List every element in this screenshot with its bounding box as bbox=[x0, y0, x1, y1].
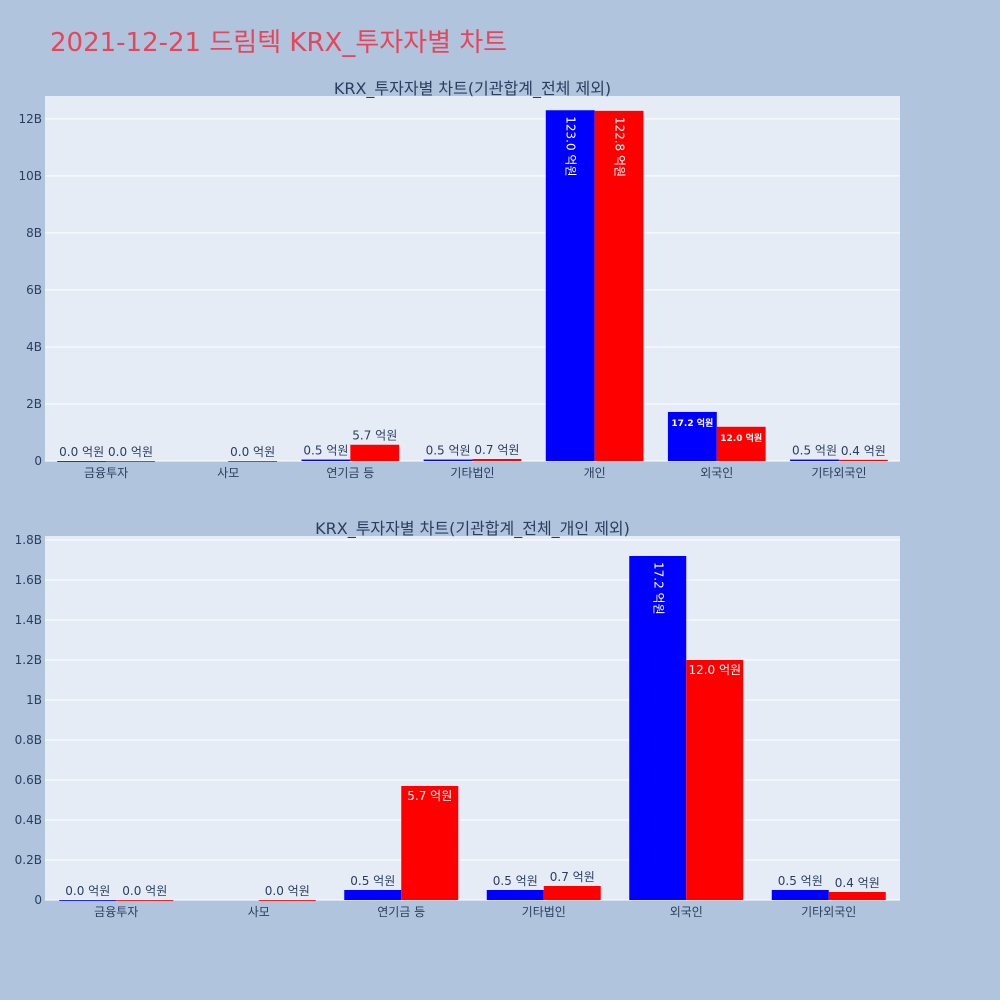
y-tick-label: 1.6B bbox=[15, 573, 42, 587]
bar bbox=[344, 890, 402, 900]
plot-area bbox=[45, 536, 900, 900]
data-label: 0.0 억원 bbox=[230, 445, 275, 459]
bar bbox=[667, 411, 717, 461]
page-title: 2021-12-21 드림텍 KRX_투자자별 차트 bbox=[50, 28, 508, 58]
y-tick-label: 10B bbox=[18, 169, 42, 183]
bar bbox=[828, 892, 886, 900]
data-label: 0.7 억원 bbox=[474, 443, 519, 457]
data-label: 0.7 억원 bbox=[550, 870, 595, 884]
x-tick-label: 개인 bbox=[584, 466, 606, 480]
x-tick-label: 사모 bbox=[248, 905, 270, 919]
bar bbox=[401, 786, 459, 900]
x-tick-label: 외국인 bbox=[700, 466, 733, 480]
x-tick-label: 금융투자 bbox=[84, 466, 128, 480]
bar bbox=[350, 444, 400, 461]
bar bbox=[116, 900, 174, 901]
x-tick-label: 기타외국인 bbox=[801, 905, 856, 919]
y-tick-label: 6B bbox=[26, 283, 42, 297]
data-label: 0.5 억원 bbox=[303, 444, 348, 458]
data-label: 0.0 억원 bbox=[59, 445, 104, 459]
bar bbox=[472, 459, 522, 461]
data-label: 5.7 억원 bbox=[407, 789, 452, 803]
data-label: 17.2 억원 bbox=[651, 562, 665, 615]
investor-chart-excl-individual: 0 0.2B 0.4B 0.6B 0.8B 1B 1.2B 1.4B 1.6B 1.8B KRX_투… bbox=[15, 519, 900, 919]
data-label: 0.5 억원 bbox=[350, 874, 395, 888]
chart-title: KRX_투자자별 차트(기관합계_전체_개인 제외) bbox=[315, 519, 630, 539]
y-tick-label: 1.8B bbox=[15, 533, 42, 547]
bar bbox=[545, 110, 595, 461]
data-label: 123.0 억원 bbox=[564, 116, 578, 176]
bar bbox=[771, 890, 829, 900]
x-tick-label: 기타법인 bbox=[522, 905, 566, 919]
x-tick-label: 금융투자 bbox=[94, 905, 138, 919]
y-tick-label: 0 bbox=[34, 893, 42, 907]
y-tick-label: 0 bbox=[34, 454, 42, 468]
bar bbox=[686, 660, 744, 900]
data-label: 0.4 억원 bbox=[835, 876, 880, 890]
data-label: 0.0 억원 bbox=[108, 445, 153, 459]
bar bbox=[716, 426, 766, 461]
bar bbox=[486, 890, 544, 900]
y-tick-label: 0.2B bbox=[15, 853, 42, 867]
data-label: 0.5 억원 bbox=[778, 874, 823, 888]
data-label: 12.0 억원 bbox=[688, 663, 741, 677]
data-label: 0.0 억원 bbox=[265, 884, 310, 898]
investor-chart-total: 0 2B 4B 6B 8B 10B 12B KRX_투자자별 차트(기관합계_전체 제외) 금융… bbox=[18, 79, 900, 480]
data-label: 5.7 억원 bbox=[352, 429, 397, 443]
data-label: 122.8 억원 bbox=[613, 117, 627, 177]
x-tick-label: 기타외국인 bbox=[811, 466, 866, 480]
bar bbox=[629, 556, 687, 900]
bar bbox=[301, 459, 351, 461]
data-label: 0.5 억원 bbox=[792, 444, 837, 458]
data-label: 12.0 억원 bbox=[720, 432, 762, 444]
y-tick-label: 0.8B bbox=[15, 733, 42, 747]
y-tick-label: 1.4B bbox=[15, 613, 42, 627]
data-label: 17.2 억원 bbox=[671, 417, 713, 429]
y-tick-label: 2B bbox=[26, 397, 42, 411]
x-tick-label: 연기금 등 bbox=[326, 466, 374, 480]
y-tick-label: 4B bbox=[26, 340, 42, 354]
bar bbox=[838, 459, 888, 461]
bar bbox=[57, 461, 107, 462]
bar bbox=[790, 459, 839, 461]
data-label: 0.5 억원 bbox=[426, 444, 471, 458]
x-tick-label: 기타법인 bbox=[450, 466, 494, 480]
bar bbox=[228, 461, 278, 462]
bar bbox=[258, 900, 316, 901]
x-tick-label: 사모 bbox=[217, 466, 239, 480]
y-tick-label: 1B bbox=[26, 693, 42, 707]
bar bbox=[423, 459, 473, 461]
data-label: 0.0 억원 bbox=[122, 884, 167, 898]
chart-title: KRX_투자자별 차트(기관합계_전체 제외) bbox=[334, 79, 611, 99]
plot-area bbox=[45, 96, 900, 461]
x-tick-label: 연기금 등 bbox=[377, 905, 425, 919]
x-tick-label: 외국인 bbox=[670, 905, 703, 919]
data-label: 0.5 억원 bbox=[493, 874, 538, 888]
bar bbox=[59, 900, 117, 901]
y-tick-label: 12B bbox=[18, 112, 42, 126]
bar bbox=[594, 110, 644, 461]
y-tick-label: 1.2B bbox=[15, 653, 42, 667]
y-tick-label: 8B bbox=[26, 226, 42, 240]
bar bbox=[106, 461, 155, 462]
y-tick-label: 0.4B bbox=[15, 813, 42, 827]
data-label: 0.4 억원 bbox=[841, 444, 886, 458]
bar bbox=[543, 886, 601, 900]
y-tick-label: 0.6B bbox=[15, 773, 42, 787]
data-label: 0.0 억원 bbox=[65, 884, 110, 898]
